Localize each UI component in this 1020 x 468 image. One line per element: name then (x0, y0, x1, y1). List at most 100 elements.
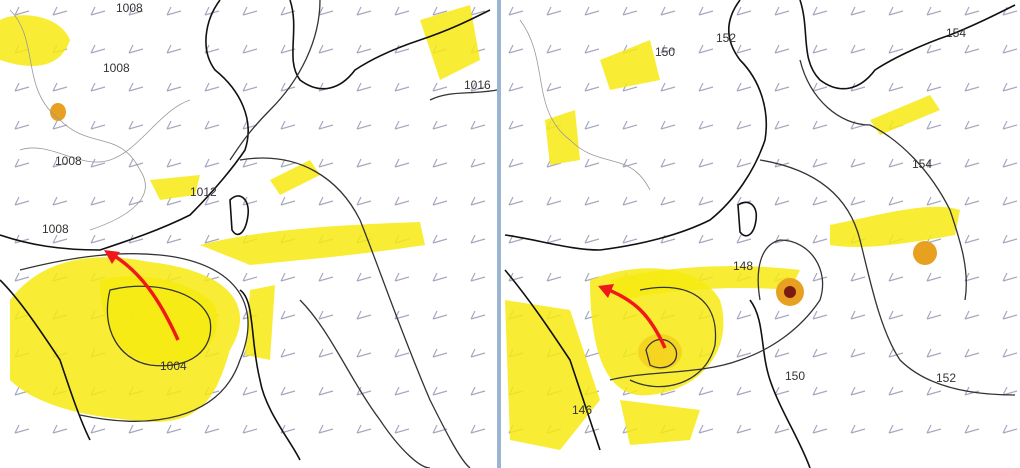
precip-area (610, 266, 800, 300)
wind-barb (508, 158, 524, 168)
coastline (504, 0, 768, 251)
wind-barb (736, 120, 752, 130)
wind-barb (850, 44, 866, 54)
wind-barb (926, 310, 942, 320)
wind-barb (280, 310, 296, 320)
wind-barb (736, 386, 752, 396)
wind-barb (128, 158, 144, 168)
wind-barb (470, 82, 486, 92)
wind-barb (584, 348, 600, 358)
contour-label: 1008 (42, 222, 69, 236)
wind-barb (926, 424, 942, 434)
wind-barb (128, 82, 144, 92)
wind-barb (888, 272, 904, 282)
wind-barb (52, 82, 68, 92)
wind-barb (356, 82, 372, 92)
wind-barb (584, 82, 600, 92)
wind-barb (166, 82, 182, 92)
wind-barb (812, 234, 828, 244)
wind-barb (926, 272, 942, 282)
wind-barb (888, 386, 904, 396)
coastline (504, 269, 601, 451)
wind-barb (812, 272, 828, 282)
wind-barb (1002, 158, 1018, 168)
wind-barb (166, 424, 182, 434)
wind-barb (52, 196, 68, 206)
wind-barb (812, 6, 828, 16)
contour-label: 150 (785, 369, 805, 383)
wind-barb (128, 120, 144, 130)
wind-barb (850, 424, 866, 434)
wind-barb (318, 196, 334, 206)
contour-label: 1008 (103, 61, 130, 75)
wind-barb (242, 272, 258, 282)
wind-barb (128, 424, 144, 434)
wind-barb (964, 234, 980, 244)
wind-barb (926, 120, 942, 130)
isobar (629, 286, 717, 388)
wind-barb (736, 82, 752, 92)
wind-barb (90, 158, 106, 168)
coastline (289, 0, 491, 90)
wind-barb (812, 44, 828, 54)
wind-barb (204, 82, 220, 92)
wind-barb (926, 158, 942, 168)
right-panel: 150 152 154 154 148 150 146 152 (504, 0, 1016, 468)
contour-label: 154 (946, 26, 966, 40)
wind-barb (888, 158, 904, 168)
wind-barb (660, 234, 676, 244)
wind-barb (774, 196, 790, 206)
wind-barb (90, 82, 106, 92)
wind-barb (584, 234, 600, 244)
wind-barb (166, 234, 182, 244)
wind-barb (812, 82, 828, 92)
contour-label: 146 (572, 403, 592, 417)
wind-barb (356, 158, 372, 168)
contour-label: 148 (733, 259, 753, 273)
wind-barb (318, 44, 334, 54)
wind-barb (242, 158, 258, 168)
isobar (299, 299, 431, 468)
wind-barb (394, 424, 410, 434)
wind-barb (736, 234, 752, 244)
wind-barb (850, 310, 866, 320)
panel-divider (497, 0, 501, 468)
wind-barb (394, 6, 410, 16)
wind-barb (964, 348, 980, 358)
wind-barb (394, 196, 410, 206)
wind-barb (508, 82, 524, 92)
contour-label: 152 (716, 31, 736, 45)
wind-barb (204, 120, 220, 130)
wind-barb (622, 234, 638, 244)
contour-label: 1012 (190, 185, 217, 199)
wind-barb (812, 424, 828, 434)
wind-barb (356, 348, 372, 358)
wind-barb (432, 120, 448, 130)
left-panel: 1008 1008 1008 1012 1008 1016 1004 (0, 0, 498, 468)
isobar (609, 239, 824, 381)
wind-barb (356, 272, 372, 282)
wind-barb (736, 44, 752, 54)
wind-barb (698, 158, 714, 168)
wind-barb (52, 6, 68, 16)
wind-barb (812, 196, 828, 206)
wind-barb (546, 234, 562, 244)
wind-barb (394, 348, 410, 358)
coastline (239, 289, 301, 461)
terrain-contour (9, 9, 146, 231)
wind-barb (888, 424, 904, 434)
wind-barb (394, 272, 410, 282)
isobar (759, 159, 1016, 396)
wind-barb (736, 424, 752, 434)
track-arrow (603, 286, 667, 349)
island (737, 201, 758, 237)
wind-barb (90, 196, 106, 206)
wind-barb (774, 424, 790, 434)
wind-barb (166, 6, 182, 16)
isobar (239, 157, 471, 468)
wind-barb (470, 310, 486, 320)
wind-barb (204, 196, 220, 206)
wind-barb (850, 158, 866, 168)
wind-barb (736, 6, 752, 16)
wind-barb (584, 44, 600, 54)
